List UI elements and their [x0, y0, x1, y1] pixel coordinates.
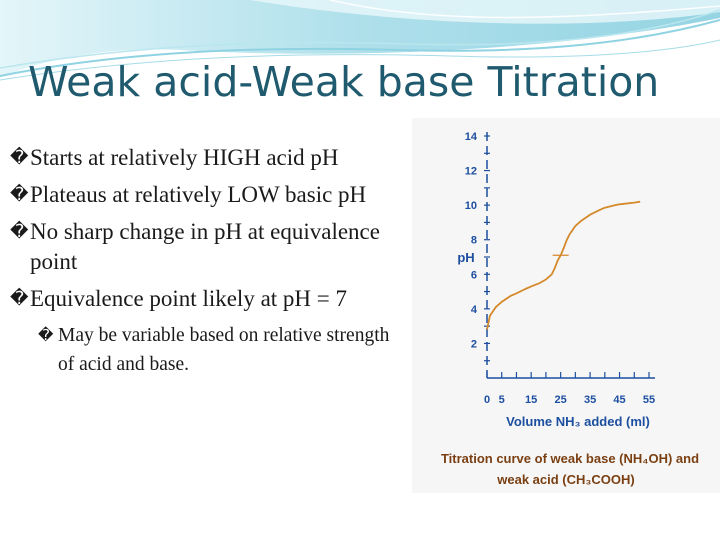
- x-tick-label: 55: [643, 394, 655, 406]
- chart-caption-line-1: Titration curve of weak base (NH₄OH) and: [440, 451, 700, 466]
- chart-plot: 2 4 6 8 10 12 14 0 5 15 25 35 45 55 pH Volume NH₃ added…: [457, 131, 655, 429]
- y-tick-label: 2: [471, 338, 477, 350]
- x-tick-label: 5: [499, 394, 505, 406]
- bullet-list: � Starts at relatively HIGH acid pH � Pl…: [10, 143, 410, 386]
- bullet-text: No sharp change in pH at equivalence poi…: [30, 219, 380, 274]
- titration-curve-line: [486, 200, 641, 330]
- y-tick-label: 6: [471, 269, 477, 281]
- bullet-glyph: �: [10, 221, 29, 242]
- bullet-glyph: �: [10, 288, 29, 309]
- y-tick-label: 12: [465, 166, 477, 178]
- titration-chart: 2 4 6 8 10 12 14 0 5 15 25 35 45 55 pH Volume NH₃ added…: [412, 118, 720, 493]
- chart-caption-line-2: weak acid (CH₃COOH): [497, 472, 635, 487]
- bullet-text: Equivalence point likely at pH = 7: [30, 286, 348, 311]
- bullet-glyph: �: [10, 147, 29, 168]
- x-tick-label: 25: [555, 394, 567, 406]
- bullet-item: � Equivalence point likely at pH = 7: [10, 284, 410, 314]
- y-axis-label: pH: [457, 250, 474, 265]
- bullet-item: � No sharp change in pH at equivalence p…: [10, 217, 410, 277]
- x-tick-label: 45: [613, 394, 625, 406]
- sub-bullet-text: May be variable based on relative streng…: [58, 325, 390, 375]
- x-tick-label: 15: [525, 394, 537, 406]
- header-swoosh: [0, 0, 720, 81]
- x-tick-label: 35: [584, 394, 596, 406]
- x-axis-label: Volume NH₃ added (ml): [506, 414, 650, 429]
- chart-caption: Titration curve of weak base (NH₄OH) and…: [412, 448, 720, 490]
- bullet-text: Plateaus at relatively LOW basic pH: [30, 182, 367, 207]
- bullet-item: � Starts at relatively HIGH acid pH: [10, 143, 410, 173]
- x-tick-label: 0: [484, 394, 490, 406]
- y-tick-label: 14: [465, 131, 478, 143]
- y-tick-label: 8: [471, 235, 477, 247]
- bullet-text: Starts at relatively HIGH acid pH: [30, 145, 339, 170]
- bullet-item: � Plateaus at relatively LOW basic pH: [10, 180, 410, 210]
- bullet-glyph: �: [10, 184, 29, 205]
- y-tick-label: 4: [471, 304, 478, 316]
- y-tick-label: 10: [465, 200, 477, 212]
- bullet-glyph: �: [38, 326, 54, 344]
- sub-bullet-item: � May be variable based on relative stre…: [10, 321, 410, 379]
- slide-title: Weak acid-Weak base Titration: [28, 58, 660, 106]
